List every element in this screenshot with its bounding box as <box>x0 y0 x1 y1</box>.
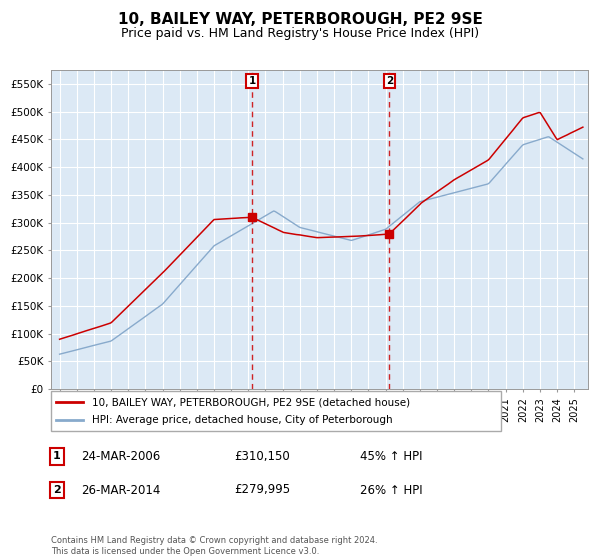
Text: Price paid vs. HM Land Registry's House Price Index (HPI): Price paid vs. HM Land Registry's House … <box>121 27 479 40</box>
Text: 26% ↑ HPI: 26% ↑ HPI <box>360 483 422 497</box>
Text: 2: 2 <box>386 76 393 86</box>
Text: 45% ↑ HPI: 45% ↑ HPI <box>360 450 422 463</box>
Text: £279,995: £279,995 <box>234 483 290 497</box>
Text: £310,150: £310,150 <box>234 450 290 463</box>
Text: 2: 2 <box>53 485 61 495</box>
Text: 10, BAILEY WAY, PETERBOROUGH, PE2 9SE: 10, BAILEY WAY, PETERBOROUGH, PE2 9SE <box>118 12 482 27</box>
Text: 10, BAILEY WAY, PETERBOROUGH, PE2 9SE (detached house): 10, BAILEY WAY, PETERBOROUGH, PE2 9SE (d… <box>91 397 410 407</box>
Text: Contains HM Land Registry data © Crown copyright and database right 2024.
This d: Contains HM Land Registry data © Crown c… <box>51 536 377 556</box>
Text: 1: 1 <box>248 76 256 86</box>
Text: 26-MAR-2014: 26-MAR-2014 <box>81 483 160 497</box>
Text: HPI: Average price, detached house, City of Peterborough: HPI: Average price, detached house, City… <box>91 415 392 425</box>
Text: 24-MAR-2006: 24-MAR-2006 <box>81 450 160 463</box>
FancyBboxPatch shape <box>51 391 501 431</box>
Text: 1: 1 <box>53 451 61 461</box>
